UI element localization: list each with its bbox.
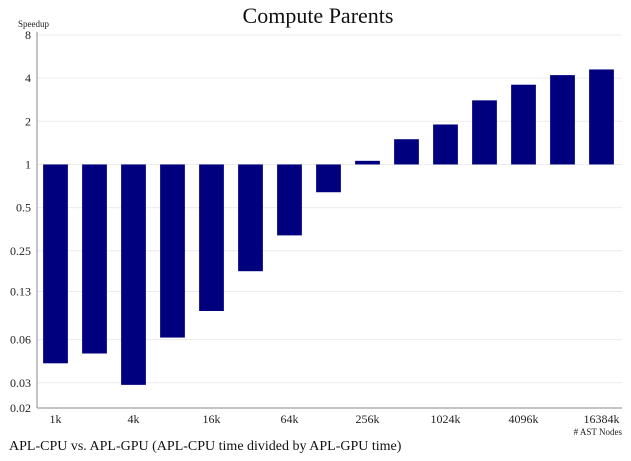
y-tick-label: 0.13 [10,284,31,298]
bar [433,124,458,165]
bar [355,160,380,165]
bar [589,69,614,165]
chart-title: Compute Parents [243,3,394,28]
x-tick-label: 16k [203,412,221,426]
y-axis-label: Speedup [18,19,49,29]
y-tick-label: 0.03 [10,376,31,390]
bar [43,164,68,364]
x-tick-labels: 1k 4k 16k 64k 256k 1024k 4096k 16384k [50,412,620,426]
bar [199,164,224,311]
y-tick-labels: 8 4 2 1 0.5 0.25 0.13 0.06 0.03 0.02 [10,28,31,415]
bar [238,164,263,272]
axes [36,32,622,409]
x-tick-label: 16384k [584,412,620,426]
bar [511,84,536,165]
x-tick-label: 64k [281,412,299,426]
y-tick-label: 0.06 [10,333,31,347]
x-axis-label: # AST Nodes [574,427,623,437]
y-tick-label: 0.02 [10,401,31,415]
bar [121,164,146,385]
x-tick-label: 1024k [431,412,461,426]
bar [82,164,107,354]
bars [43,69,614,385]
y-tick-label: 8 [25,28,31,42]
x-tick-label: 256k [356,412,380,426]
bar [316,164,341,193]
y-tick-label: 4 [25,71,31,85]
x-tick-label: 4096k [509,412,539,426]
y-tick-label: 0.25 [10,244,31,258]
chart-caption: APL-CPU vs. APL-GPU (APL-CPU time divide… [9,439,402,454]
bar [472,100,497,165]
bar [277,164,302,236]
x-tick-label: 4k [128,412,140,426]
y-tick-label: 2 [25,114,31,128]
x-tick-label: 1k [50,412,62,426]
bar [160,164,185,338]
bar [394,139,419,165]
bar [550,75,575,165]
y-tick-label: 1 [25,157,31,171]
y-tick-label: 0.5 [16,201,31,215]
